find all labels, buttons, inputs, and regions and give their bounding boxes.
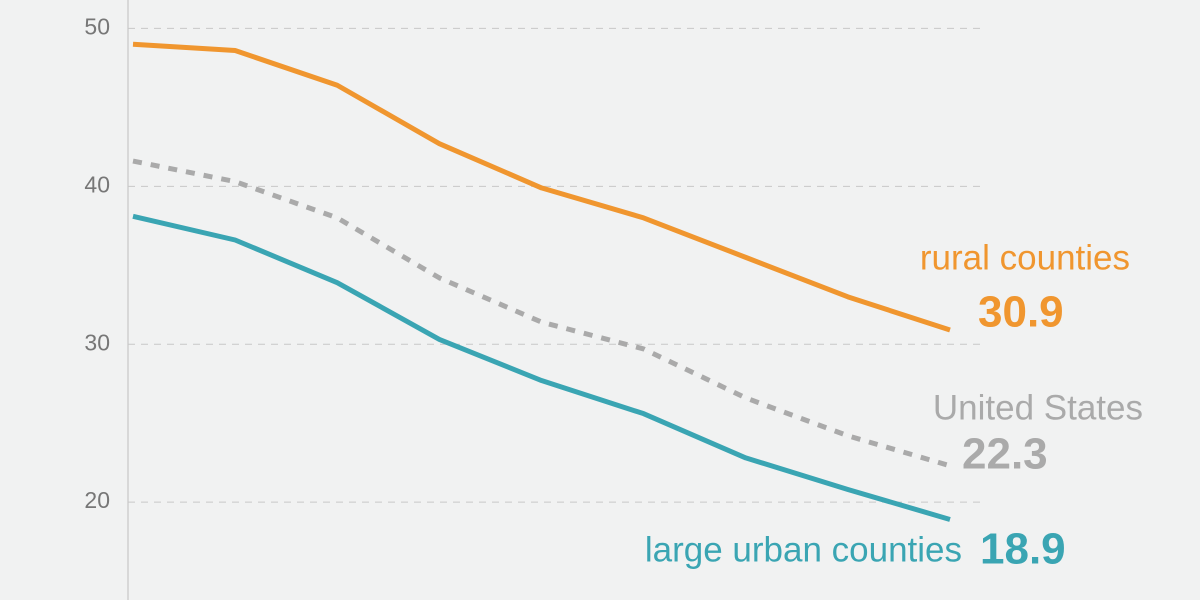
y-tick-label: 30 <box>84 329 110 355</box>
series-line <box>132 41 951 333</box>
end-value-label: 30.9 <box>978 288 1064 337</box>
y-tick-label: 50 <box>84 13 110 39</box>
y-tick-label: 20 <box>84 487 110 513</box>
series-line <box>132 213 951 522</box>
end-value-label: 22.3 <box>962 430 1048 479</box>
series-label: rural counties <box>920 238 1130 277</box>
end-value-label: 18.9 <box>980 525 1066 574</box>
y-tick-label: 40 <box>84 171 110 197</box>
series-label: United States <box>933 388 1143 427</box>
series-label: large urban counties <box>645 530 962 569</box>
